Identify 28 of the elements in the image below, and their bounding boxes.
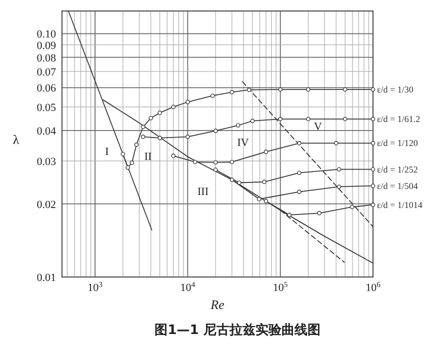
annotation: V [314, 121, 322, 133]
series-label: ε/d = 1/504 [377, 180, 418, 191]
x-tick-label: 10$^{4}$ [180, 280, 196, 294]
series-label: ε/d = 1/30 [377, 84, 414, 94]
x-tick-label: 10$^{3}$ [88, 280, 103, 294]
y-tick-label: 0.09 [36, 40, 56, 52]
x-tick-label: 10$^{5}$ [272, 280, 288, 294]
y-tick-label: 0.08 [36, 52, 56, 64]
y-tick-label: 0.10 [36, 28, 56, 41]
x-axis-title: Re [210, 297, 225, 312]
annotation: III [198, 186, 209, 198]
series-label: ε/d = 1/1014 [377, 200, 423, 210]
annotation: IV [237, 137, 249, 149]
series-label: ε/d = 1/120 [377, 138, 418, 148]
y-tick-label: 0.07 [36, 66, 56, 78]
y-tick-label: 0.03 [36, 156, 56, 168]
text: 图1—1 尼古拉兹实验曲线图 [154, 322, 320, 338]
y-tick-label: 0.05 [36, 102, 56, 114]
y-tick-label: 0.06 [36, 82, 56, 95]
y-tick-label: 0.02 [36, 198, 56, 211]
x-tick-label: 10$^{6}$ [366, 280, 381, 294]
annotation: I [105, 146, 110, 158]
series-label: ε/d = 1/252 [377, 164, 418, 174]
y-tick-label: 0.01 [36, 272, 56, 284]
series-label: ε/d = 1/61.2 [377, 114, 420, 124]
y-axis-title: λ [12, 132, 20, 147]
y-tick-label: 0.04 [36, 126, 56, 138]
annotation: II [144, 151, 152, 163]
